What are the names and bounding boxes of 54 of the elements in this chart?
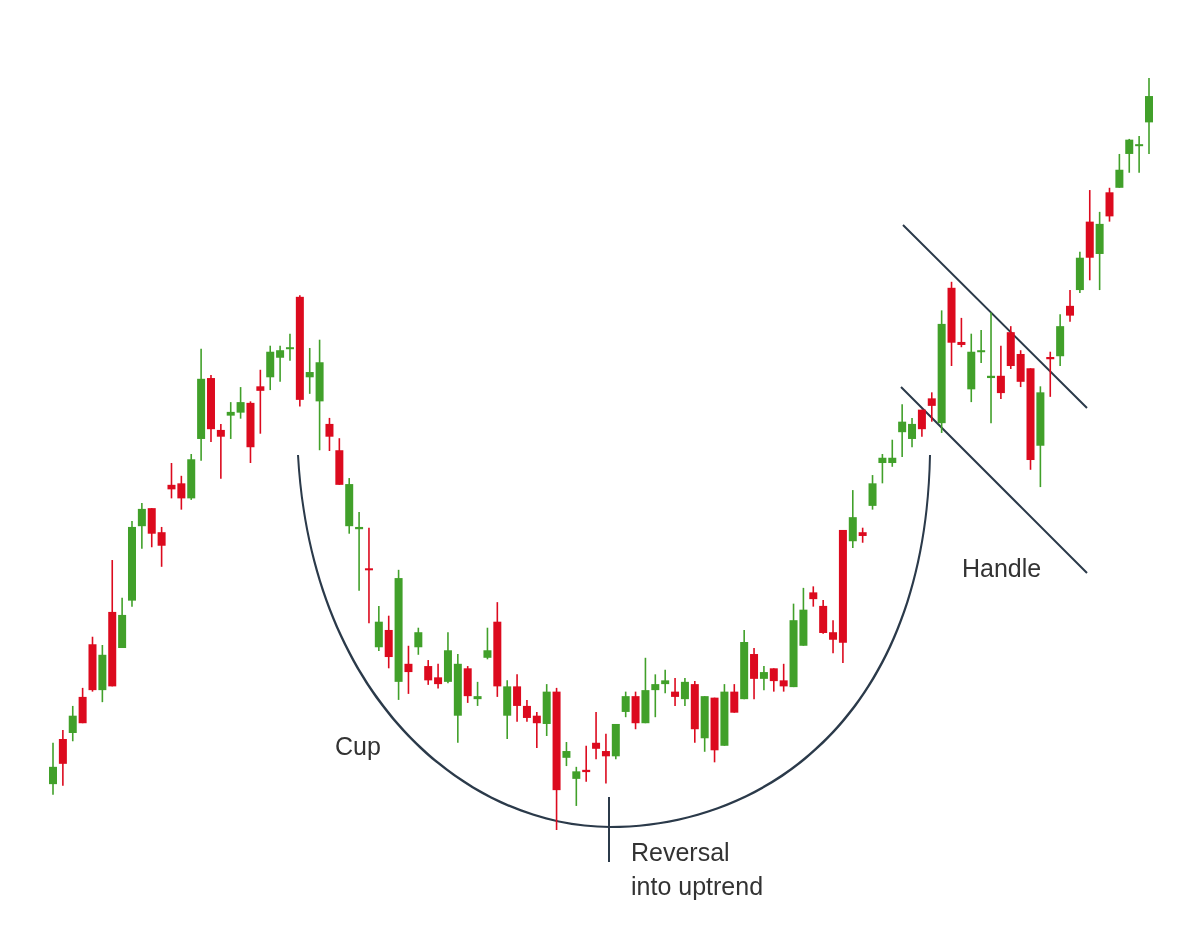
candlestick: [226, 401, 235, 440]
candlestick: [305, 347, 314, 395]
candlestick: [137, 502, 146, 550]
candlestick: [483, 626, 492, 661]
candlestick: [730, 683, 739, 714]
candlestick: [285, 332, 294, 362]
candlestick: [1066, 289, 1075, 323]
candlestick: [276, 344, 285, 383]
candlestick: [49, 741, 57, 796]
candlestick: [829, 619, 838, 655]
candlestick: [769, 667, 778, 693]
candlestick: [651, 673, 660, 718]
candlestick: [177, 475, 186, 511]
annotation: Handle: [962, 554, 1042, 582]
candlestick: [216, 423, 225, 480]
candlestick: [878, 453, 887, 485]
candlestick: [868, 474, 877, 511]
candlestick: [1125, 138, 1134, 174]
candlestick: [888, 438, 897, 468]
candlestick: [424, 659, 433, 686]
candlestick: [414, 626, 423, 656]
candlestick: [671, 677, 680, 707]
candlestick: [621, 690, 630, 718]
candlestick: [779, 663, 788, 693]
candlestick: [562, 741, 571, 767]
candlestick: [1115, 153, 1124, 189]
candlestick: [917, 408, 926, 438]
candlestick: [404, 644, 413, 695]
candlestick: [522, 699, 531, 723]
candlestick: [680, 677, 689, 707]
text: Reversal into uptrend: [631, 838, 764, 900]
candlestick: [927, 391, 936, 423]
candlestick: [572, 766, 581, 807]
candlestick: [236, 386, 245, 420]
candlestick: [532, 711, 541, 749]
candlestick: [325, 417, 334, 452]
candlestick: [661, 669, 670, 694]
candlestick: [473, 681, 482, 707]
candlestick: [434, 663, 443, 690]
candlestick: [256, 368, 265, 435]
candlestick: [601, 732, 610, 785]
candlestick: [977, 329, 986, 364]
candlestick: [592, 711, 601, 761]
candlestick: [364, 526, 373, 624]
candlestick: [908, 417, 917, 449]
candlestick: [68, 705, 77, 743]
candlestick: [513, 673, 522, 723]
candlestick: [996, 344, 1005, 400]
candlestick: [898, 403, 907, 458]
candlestick: [759, 665, 768, 691]
annotation: Cup: [335, 732, 381, 760]
candlestick: [1135, 135, 1144, 174]
candlestick: [809, 585, 818, 608]
candlestick: [157, 526, 166, 568]
